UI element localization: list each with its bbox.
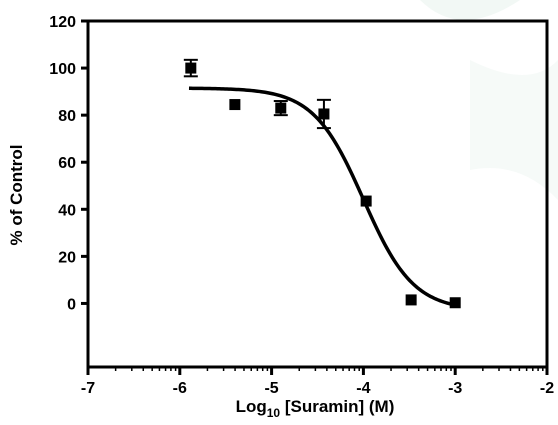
data-point (185, 62, 197, 74)
y-axis-title: % of Control (7, 144, 26, 245)
x-axis: -7 -6 -5 -4 -3 -2 (81, 367, 554, 397)
y-tick-label: 20 (58, 249, 76, 266)
fit-curve-layer (188, 86, 456, 307)
x-tick-label: -4 (356, 380, 370, 397)
data-points-layer (183, 58, 461, 309)
y-tick-label: 80 (58, 108, 76, 125)
fit-curve (188, 86, 456, 307)
x-tick-label: -6 (173, 380, 187, 397)
x-tick-label: -7 (81, 380, 95, 397)
plot-border (86, 19, 549, 369)
x-tick-label: -2 (540, 380, 554, 397)
background-watermark (360, 0, 558, 200)
y-tick-label: 100 (49, 61, 76, 78)
y-tick-label: 60 (58, 155, 76, 172)
data-point (449, 297, 461, 309)
y-tick-label: 120 (49, 14, 76, 31)
y-axis: 0 20 40 60 80 100 120 (49, 14, 88, 313)
y-tick-label: 40 (58, 202, 76, 219)
x-tick-label: -3 (448, 380, 462, 397)
data-point (360, 195, 372, 207)
data-point (318, 108, 330, 120)
plot-frame (86, 19, 549, 369)
data-point (405, 294, 417, 306)
data-point (275, 102, 287, 114)
data-point (229, 99, 241, 111)
x-axis-title: Log10 [Suramin] (M) (236, 397, 395, 420)
x-tick-label: -5 (264, 380, 278, 397)
y-tick-label: 0 (67, 296, 76, 313)
